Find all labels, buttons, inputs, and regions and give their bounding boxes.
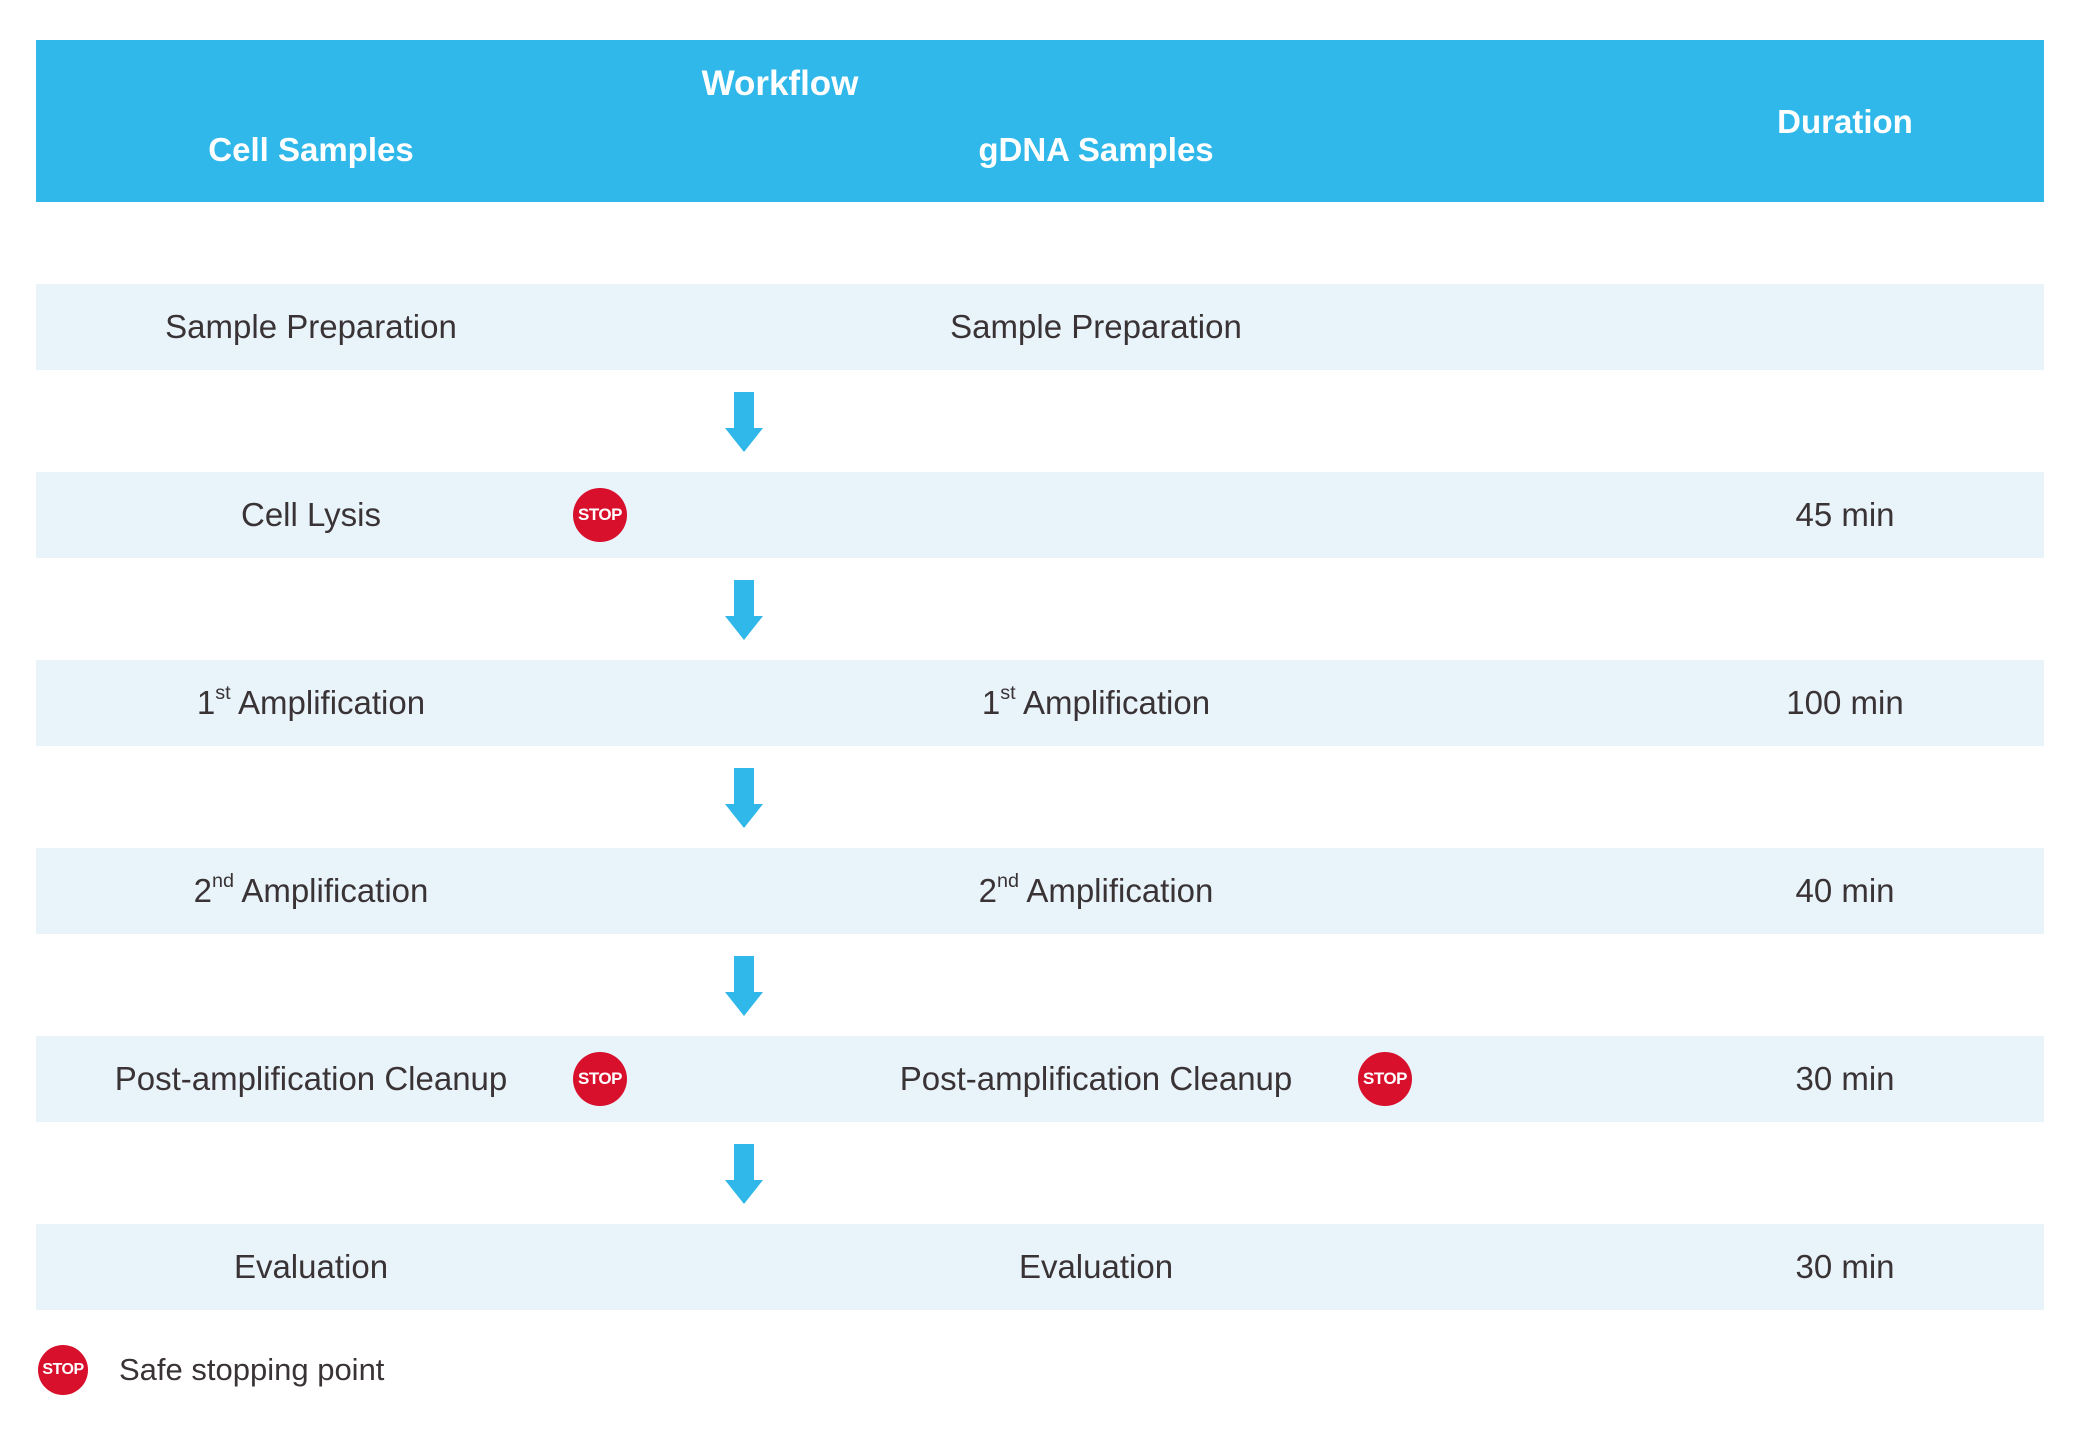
step-label: Post-amplification Cleanup — [899, 1060, 1293, 1097]
step-label-superscript: st — [1000, 682, 1016, 704]
arrow-down-icon — [724, 956, 764, 1016]
legend: STOP Safe stopping point — [38, 1344, 384, 1396]
step-duration: 45 min — [1795, 496, 1895, 533]
stop-icon: STOP — [573, 1052, 627, 1106]
step-gdna-samples — [821, 472, 1371, 558]
table-row: Cell Lysis STOP 45 min — [36, 472, 2044, 558]
step-cell-samples: Evaluation — [233, 1248, 389, 1285]
step-label: Amplification — [1015, 684, 1211, 721]
stop-icon: STOP — [1358, 1052, 1412, 1106]
step-duration: 100 min — [1786, 684, 1904, 721]
step-label-ordinal: 2 — [193, 872, 212, 909]
step-duration: 30 min — [1795, 1248, 1895, 1285]
step-label-superscript: nd — [996, 870, 1019, 892]
step-duration: 40 min — [1795, 872, 1895, 909]
table-header: Workflow Cell Samples gDNA Samples Durat… — [36, 40, 2044, 202]
step-gdna-samples: Post-amplification Cleanup STOP — [821, 1036, 1412, 1122]
column-header-cell-samples: Cell Samples — [208, 131, 414, 168]
step-label-superscript: nd — [211, 870, 234, 892]
step-duration: 30 min — [1795, 1060, 1895, 1097]
step-label-ordinal: 1 — [981, 684, 1001, 721]
legend-label: Safe stopping point — [119, 1352, 385, 1387]
step-label: Amplification — [1018, 872, 1214, 909]
step-gdna-samples: Evaluation — [1018, 1248, 1174, 1285]
page-title: Workflow — [701, 64, 859, 103]
step-cell-samples: Post-amplification Cleanup STOP — [36, 1036, 627, 1122]
stop-icon: STOP — [38, 1345, 88, 1395]
step-label: Cell Lysis — [241, 496, 381, 533]
column-header-duration: Duration — [1777, 103, 1913, 140]
arrow-down-icon — [724, 580, 764, 640]
arrow-down-icon — [724, 1144, 764, 1204]
column-header-gdna-samples: gDNA Samples — [978, 131, 1214, 168]
step-label-ordinal: 2 — [978, 872, 997, 909]
table-row: Post-amplification Cleanup STOP Post-amp… — [36, 1036, 2044, 1122]
step-label: Amplification — [230, 684, 426, 721]
arrow-down-icon — [724, 768, 764, 828]
step-gdna-samples: Sample Preparation — [950, 308, 1242, 345]
step-label: Amplification — [233, 872, 429, 909]
step-label: Post-amplification Cleanup — [114, 1060, 508, 1097]
table-row: Sample Preparation Sample Preparation — [36, 284, 2044, 370]
step-duration — [1645, 284, 2045, 370]
step-label-ordinal: 1 — [196, 684, 216, 721]
arrow-down-icon — [724, 392, 764, 452]
stop-icon: STOP — [573, 488, 627, 542]
table-row: Evaluation Evaluation 30 min — [36, 1224, 2044, 1310]
step-cell-samples: Cell Lysis STOP — [36, 472, 627, 558]
step-label-superscript: st — [215, 682, 231, 704]
step-cell-samples: Sample Preparation — [165, 308, 457, 345]
